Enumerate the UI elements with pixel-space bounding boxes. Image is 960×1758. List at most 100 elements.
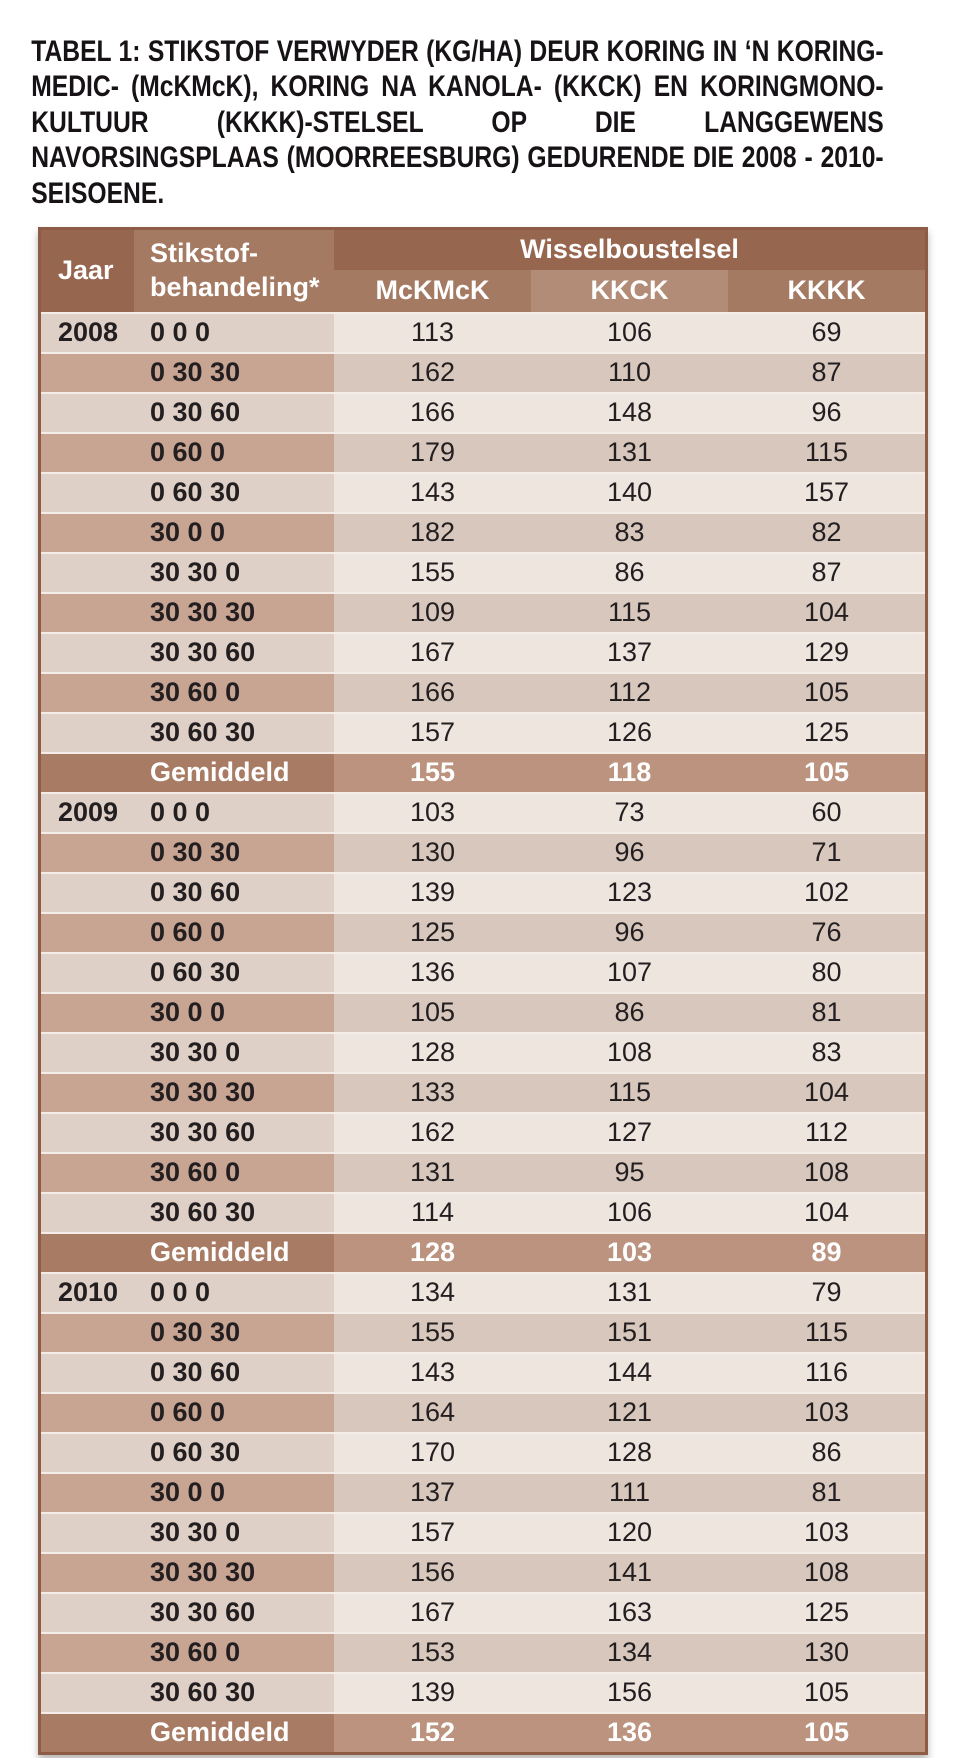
value-cell: 83: [531, 511, 728, 552]
mean-value-cell: 105: [728, 1711, 926, 1752]
value-cell: 139: [334, 1671, 531, 1712]
value-cell: 86: [728, 1431, 926, 1472]
value-cell: 155: [334, 551, 531, 592]
year-cell: [41, 551, 134, 592]
table-row: 2010 0 0 0 134 131 79: [41, 1271, 926, 1312]
table-row: 30 30 30 156 141 108: [41, 1551, 926, 1592]
table-row: 30 30 0 155 86 87: [41, 551, 926, 592]
header-row-systems: McKMcK KKCK KKKK: [41, 269, 926, 312]
treatment-cell: 30 0 0: [134, 991, 334, 1032]
year-cell: [41, 831, 134, 872]
value-cell: 103: [334, 791, 531, 832]
table-row: 0 30 60 143 144 116: [41, 1351, 926, 1392]
treatment-cell: 30 30 0: [134, 551, 334, 592]
value-cell: 164: [334, 1391, 531, 1432]
year-cell: [41, 351, 134, 392]
value-cell: 121: [531, 1391, 728, 1432]
value-cell: 125: [728, 711, 926, 752]
treatment-cell: 0 0 0: [134, 1271, 334, 1312]
treatment-cell: 30 30 0: [134, 1511, 334, 1552]
treatment-cell: 0 60 30: [134, 951, 334, 992]
treatment-cell: 30 30 30: [134, 1071, 334, 1112]
value-cell: 125: [728, 1591, 926, 1632]
value-cell: 127: [531, 1111, 728, 1152]
value-cell: 71: [728, 831, 926, 872]
table-row: 0 30 30 155 151 115: [41, 1311, 926, 1352]
value-cell: 131: [531, 431, 728, 472]
value-cell: 103: [728, 1391, 926, 1432]
treatment-cell: 30 30 60: [134, 1111, 334, 1152]
column-header-wisselboustelsel: Wisselboustelsel: [334, 229, 926, 270]
value-cell: 106: [531, 1191, 728, 1232]
table-row: 0 30 60 166 148 96: [41, 391, 926, 432]
treatment-cell: 0 30 60: [134, 1351, 334, 1392]
value-cell: 133: [334, 1071, 531, 1112]
mean-value-cell: 152: [334, 1711, 531, 1752]
value-cell: 182: [334, 511, 531, 552]
table-row: 30 30 60 162 127 112: [41, 1111, 926, 1152]
table-row: 30 30 0 128 108 83: [41, 1031, 926, 1072]
value-cell: 128: [334, 1031, 531, 1072]
value-cell: 81: [728, 1471, 926, 1512]
value-cell: 134: [334, 1271, 531, 1312]
year-cell: [41, 431, 134, 472]
value-cell: 103: [728, 1511, 926, 1552]
value-cell: 134: [531, 1631, 728, 1672]
treatment-cell: 0 30 60: [134, 871, 334, 912]
table-row: 0 60 0 179 131 115: [41, 431, 926, 472]
table-row: 0 30 30 130 96 71: [41, 831, 926, 872]
treatment-cell: 0 60 0: [134, 431, 334, 472]
year-cell: [41, 391, 134, 432]
value-cell: 163: [531, 1591, 728, 1632]
table-row: 30 0 0 137 111 81: [41, 1471, 926, 1512]
value-cell: 111: [531, 1471, 728, 1512]
mean-label-cell: Gemiddeld: [134, 751, 334, 792]
mean-label-cell: Gemiddeld: [134, 1711, 334, 1752]
value-cell: 102: [728, 871, 926, 912]
mean-label-cell: Gemiddeld: [134, 1231, 334, 1272]
treatment-cell: 0 30 30: [134, 831, 334, 872]
mean-value-cell: 155: [334, 751, 531, 792]
table-row: 30 0 0 182 83 82: [41, 511, 926, 552]
value-cell: 81: [728, 991, 926, 1032]
column-header-jaar: Jaar: [41, 229, 134, 312]
value-cell: 96: [531, 911, 728, 952]
value-cell: 166: [334, 671, 531, 712]
value-cell: 69: [728, 311, 926, 352]
value-cell: 157: [334, 711, 531, 752]
value-cell: 112: [531, 671, 728, 712]
year-cell: 2008: [41, 311, 134, 352]
treatment-cell: 0 60 0: [134, 1391, 334, 1432]
treatment-cell: 0 60 30: [134, 471, 334, 512]
value-cell: 115: [531, 1071, 728, 1112]
column-header-kkkk: KKKK: [728, 269, 926, 312]
table-body: 2008 0 0 0 113 106 69 0 30 30 162 110 87 0 30 60 1…: [41, 311, 926, 1752]
year-cell: [41, 1431, 134, 1472]
value-cell: 105: [334, 991, 531, 1032]
value-cell: 155: [334, 1311, 531, 1352]
treatment-cell: 0 0 0: [134, 791, 334, 832]
table-row: 30 60 0 153 134 130: [41, 1631, 926, 1672]
treatment-cell: 30 60 30: [134, 1671, 334, 1712]
value-cell: 112: [728, 1111, 926, 1152]
treatment-cell: 30 0 0: [134, 511, 334, 552]
value-cell: 108: [728, 1551, 926, 1592]
value-cell: 179: [334, 431, 531, 472]
year-cell: 2010: [41, 1271, 134, 1312]
year-cell: [41, 911, 134, 952]
year-cell: [41, 1111, 134, 1152]
value-cell: 129: [728, 631, 926, 672]
value-cell: 167: [334, 631, 531, 672]
table-row: 30 60 0 166 112 105: [41, 671, 926, 712]
year-cell: [41, 1231, 134, 1272]
value-cell: 137: [531, 631, 728, 672]
value-cell: 60: [728, 791, 926, 832]
table-row: 0 30 60 139 123 102: [41, 871, 926, 912]
year-cell: [41, 871, 134, 912]
year-cell: [41, 1151, 134, 1192]
mean-row: Gemiddeld 155 118 105: [41, 751, 926, 792]
year-cell: [41, 631, 134, 672]
value-cell: 131: [531, 1271, 728, 1312]
value-cell: 167: [334, 1591, 531, 1632]
value-cell: 151: [531, 1311, 728, 1352]
